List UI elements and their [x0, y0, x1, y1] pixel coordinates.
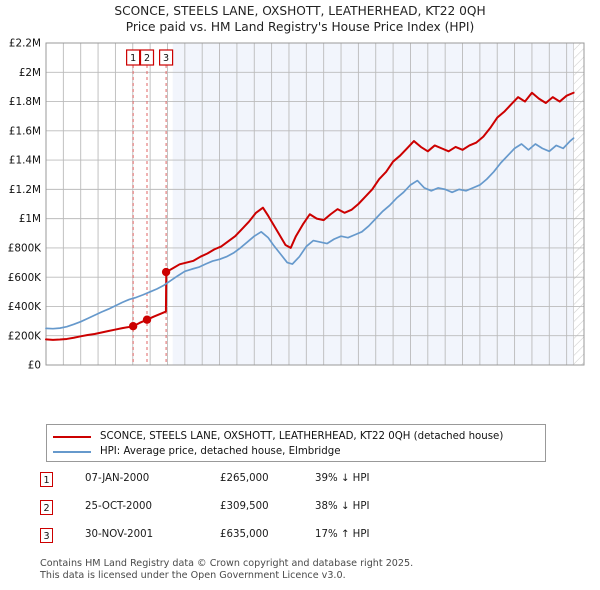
plot-frame: [45, 42, 585, 366]
shaded-period-band: [172, 43, 574, 365]
transaction-hpi-delta: 38% ↓ HPI: [315, 501, 370, 512]
transaction-index-badge: 3: [40, 528, 53, 543]
annotation-marker-label: 3: [163, 53, 169, 64]
y-axis-tick-label: £1.2M: [9, 184, 41, 196]
annotation-marker-box[interactable]: 2: [139, 49, 155, 66]
transaction-price: £265,000: [220, 473, 269, 484]
legend-label-hpi: HPI: Average price, detached house, Elmb…: [100, 446, 341, 457]
y-axis-tick-label: £800K: [8, 243, 42, 255]
footer-attribution: Contains HM Land Registry data © Crown c…: [40, 558, 580, 581]
transaction-date: 07-JAN-2000: [85, 473, 150, 484]
chart-legend: SCONCE, STEELS LANE, OXSHOTT, LEATHERHEA…: [46, 424, 546, 462]
title-line-1: SCONCE, STEELS LANE, OXSHOTT, LEATHERHEA…: [114, 4, 486, 18]
y-axis-tick-label: £1.4M: [9, 155, 41, 167]
transaction-index-badge: 2: [40, 500, 53, 515]
projection-hatched-band: [573, 42, 585, 366]
table-row[interactable]: 3 30-NOV-2001 £635,000 17% ↑ HPI: [40, 526, 460, 554]
table-row[interactable]: 2 25-OCT-2000 £309,500 38% ↓ HPI: [40, 498, 460, 526]
transaction-price: £309,500: [220, 501, 269, 512]
transaction-date: 25-OCT-2000: [85, 501, 152, 512]
page-title: SCONCE, STEELS LANE, OXSHOTT, LEATHERHEA…: [0, 3, 600, 35]
y-axis-tick-label: £200K: [8, 330, 42, 342]
legend-swatch-hpi: [53, 450, 91, 453]
transaction-hpi-delta: 39% ↓ HPI: [315, 473, 370, 484]
y-axis-tick-label: £1.6M: [9, 125, 41, 137]
y-axis-tick-label: £1.8M: [9, 96, 41, 108]
footer-line-1: Contains HM Land Registry data © Crown c…: [40, 558, 414, 569]
table-row[interactable]: 1 07-JAN-2000 £265,000 39% ↓ HPI: [40, 470, 460, 498]
title-line-2: Price paid vs. HM Land Registry's House …: [125, 20, 475, 34]
legend-item-property: SCONCE, STEELS LANE, OXSHOTT, LEATHERHEA…: [53, 429, 539, 444]
transaction-hpi-delta: 17% ↑ HPI: [315, 529, 370, 540]
transactions-table: 1 07-JAN-2000 £265,000 39% ↓ HPI 2 25-OC…: [40, 470, 460, 554]
transaction-marker[interactable]: [128, 322, 138, 331]
y-axis-tick-label: £2.2M: [9, 38, 41, 50]
legend-swatch-property: [53, 435, 91, 438]
y-axis-tick-label: £600K: [8, 272, 42, 284]
legend-item-hpi: HPI: Average price, detached house, Elmb…: [53, 444, 539, 459]
y-axis-tick-label: £2M: [19, 67, 41, 79]
transaction-date: 30-NOV-2001: [85, 529, 154, 540]
chart-area: 1 2 3 £0 £200K £400K £600K £800K £1M £1.2M £1.4M £1…: [0, 38, 600, 370]
footer-line-2: This data is licensed under the Open Gov…: [40, 569, 346, 581]
transaction-index-badge: 1: [40, 472, 53, 487]
annotation-marker-box[interactable]: 3: [158, 49, 174, 66]
price-history-chart: 1 2 3 £0 £200K £400K £600K £800K £1M £1.2M £1.4M £1…: [8, 38, 585, 370]
transaction-marker[interactable]: [142, 315, 152, 324]
transaction-price: £635,000: [220, 529, 269, 540]
y-axis-tick-label: £400K: [8, 301, 42, 313]
annotation-marker-label: 1: [130, 53, 136, 64]
legend-label-property: SCONCE, STEELS LANE, OXSHOTT, LEATHERHEA…: [100, 431, 504, 442]
annotation-marker-box[interactable]: 1: [126, 49, 141, 66]
series-line-hpi: [45, 137, 575, 330]
y-axis-tick-label: £0: [28, 360, 41, 370]
transaction-marker[interactable]: [161, 267, 171, 277]
y-axis-tick-label: £1M: [19, 213, 41, 225]
annotation-marker-label: 2: [144, 53, 150, 64]
